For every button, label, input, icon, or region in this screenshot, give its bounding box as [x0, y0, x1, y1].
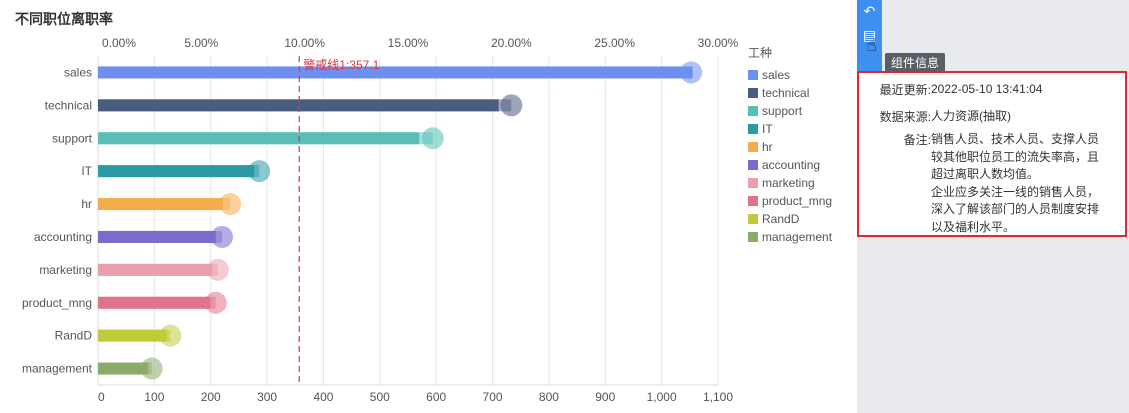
component-toolbar: ↶ ▤ [857, 0, 882, 82]
legend-swatch [748, 214, 758, 224]
legend-label: technical [762, 86, 810, 100]
x-tick-label: 900 [595, 390, 615, 404]
legend-item[interactable]: IT [748, 120, 832, 138]
note-label: 备注: [903, 133, 931, 147]
y-tick-label: RandD [55, 329, 93, 343]
y-tick-label: product_mng [22, 296, 92, 310]
legend-label: IT [762, 122, 773, 136]
legend-label: management [762, 230, 833, 244]
rate-marker [204, 291, 227, 314]
x-tick-label: 200 [201, 390, 221, 404]
legend-swatch [748, 124, 758, 134]
count-bar [98, 66, 693, 79]
x2-tick-label: 0.00% [102, 36, 136, 50]
y-tick-label: technical [45, 98, 92, 112]
legend-item[interactable]: marketing [748, 174, 832, 192]
legend-label: RandD [762, 212, 800, 226]
count-bar [98, 132, 420, 145]
component-info-panel: 最近更新: 2022-05-10 13:41:04 数据来源: 人力资源(抽取)… [857, 71, 1127, 237]
legend-swatch [748, 160, 758, 170]
legend-swatch [748, 232, 758, 242]
x-tick-label: 600 [426, 390, 446, 404]
component-info-icon[interactable]: ▤ [862, 27, 877, 43]
chart-title: 不同职位离职率 [15, 11, 113, 27]
count-bar [98, 362, 149, 375]
legend-item[interactable]: accounting [748, 156, 832, 174]
y-tick-label: management [22, 362, 93, 376]
component-info-tooltip: 组件信息 [885, 53, 946, 73]
source-value: 人力资源(抽取) [931, 109, 1011, 123]
legend-item[interactable]: sales [748, 66, 832, 84]
rate-marker [680, 61, 703, 84]
legend-title: 工种 [748, 46, 773, 60]
rate-marker [500, 94, 523, 117]
y-tick-label: IT [81, 164, 92, 178]
count-bar [98, 263, 213, 276]
y-tick-label: support [52, 131, 93, 145]
bar-chart: 0 100 200 300 400 500 600 700 800 900 1,000 1,100 0.… [22, 36, 739, 404]
x2-tick-label: 15.00% [388, 36, 429, 50]
x2-tick-label: 30.00% [698, 36, 739, 50]
legend-label: product_mng [762, 194, 833, 208]
warning-line-label: 警戒线1:357.1 [303, 57, 379, 72]
rate-marker [219, 193, 242, 216]
y-tick-label: marketing [39, 263, 92, 277]
legend-item[interactable]: management [748, 228, 832, 246]
rate-marker [248, 160, 271, 183]
legend-swatch [748, 142, 758, 152]
rate-marker [140, 357, 163, 380]
rate-marker [159, 324, 182, 347]
legend-item[interactable]: support [748, 102, 832, 120]
hand-cursor-icon: ☝ [866, 35, 877, 55]
y-tick-label: accounting [34, 230, 92, 244]
legend-label: marketing [762, 176, 815, 190]
count-bar [98, 296, 211, 309]
x2-tick-label: 5.00% [184, 36, 218, 50]
legend-swatch [748, 70, 758, 80]
legend-swatch [748, 178, 758, 188]
source-label: 数据来源: [879, 110, 931, 124]
x-tick-label: 1,100 [703, 390, 733, 404]
legend-swatch [748, 106, 758, 116]
legend-label: support [762, 104, 803, 118]
legend-swatch [748, 196, 758, 206]
x-tick-label: 1,000 [647, 390, 677, 404]
legend-item[interactable]: RandD [748, 210, 832, 228]
rate-marker [211, 225, 233, 248]
legend-label: accounting [762, 158, 821, 172]
count-bar [98, 230, 216, 243]
legend: 工种 sales technical support IT hr accounting ma… [748, 44, 832, 246]
x2-tick-label: 10.00% [284, 36, 325, 50]
rate-marker [421, 127, 444, 150]
x2-tick-label: 20.00% [491, 36, 532, 50]
rate-marker [206, 258, 229, 281]
count-bar [98, 99, 499, 112]
y-tick-label: hr [81, 197, 92, 211]
x-tick-label: 100 [144, 390, 164, 404]
y-tick-label: sales [64, 65, 92, 79]
x-tick-label: 700 [483, 390, 503, 404]
updated-label: 最近更新: [879, 83, 931, 97]
legend-label: sales [762, 68, 791, 82]
x-tick-label: 500 [370, 390, 390, 404]
undo-icon[interactable]: ↶ [863, 3, 876, 19]
note-value: 销售人员、技术人员、支撑人员较其他职位员工的流失率高，且超过离职人数均值。 企业… [931, 132, 1100, 234]
legend-swatch [748, 88, 758, 98]
x-tick-label: 400 [313, 390, 333, 404]
count-bar [98, 198, 224, 211]
x2-tick-label: 25.00% [594, 36, 635, 50]
updated-value: 2022-05-10 13:41:04 [931, 82, 1043, 96]
legend-label: hr [762, 140, 773, 154]
x-tick-label: 800 [539, 390, 559, 404]
count-bar [98, 165, 255, 178]
x-tick-label: 0 [98, 390, 105, 404]
legend-item[interactable]: technical [748, 84, 832, 102]
legend-item[interactable]: product_mng [748, 192, 832, 210]
x-tick-label: 300 [257, 390, 277, 404]
count-bar [98, 329, 167, 342]
legend-item[interactable]: hr [748, 138, 832, 156]
